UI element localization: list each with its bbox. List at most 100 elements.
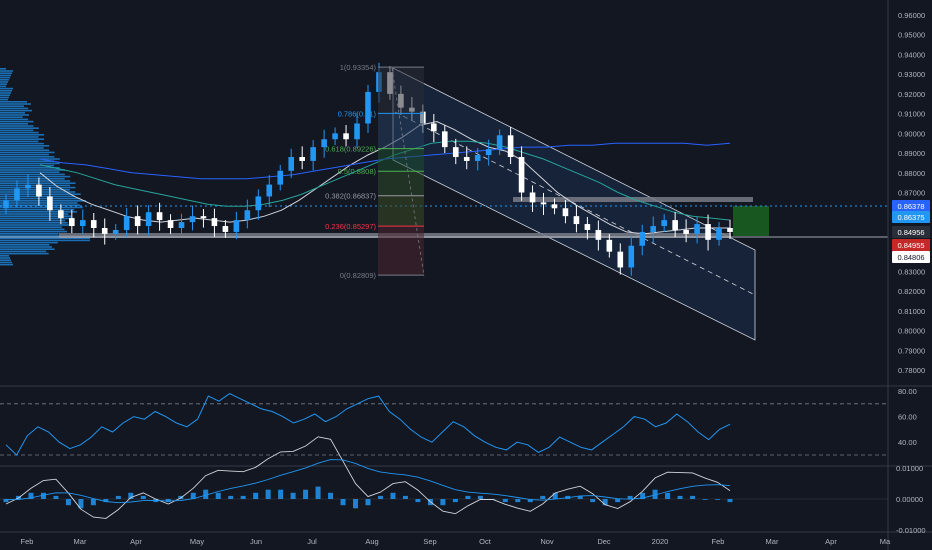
candle-body[interactable] — [332, 133, 338, 140]
histogram-bar[interactable] — [253, 492, 259, 499]
candle-body[interactable] — [156, 212, 163, 221]
candle-body[interactable] — [47, 196, 53, 211]
candle-body[interactable] — [485, 149, 492, 156]
histogram-bar[interactable] — [28, 492, 34, 499]
histogram-bar[interactable] — [590, 499, 596, 503]
histogram-bar[interactable] — [515, 499, 521, 503]
histogram-bar[interactable] — [665, 492, 671, 499]
candle-body[interactable] — [540, 202, 547, 205]
candle-body[interactable] — [36, 184, 42, 197]
histogram-bar[interactable] — [303, 489, 309, 499]
histogram-bar[interactable] — [78, 499, 84, 509]
candle-body[interactable] — [354, 123, 360, 140]
candle-body[interactable] — [441, 131, 448, 148]
candle-body[interactable] — [595, 229, 602, 240]
histogram-bar[interactable] — [203, 489, 209, 499]
fibonacci-retracement[interactable]: 1(0.93354) 0.786(0.91) 0.618(0.89226) 0.5(0… — [325, 63, 425, 280]
candle-body[interactable] — [343, 133, 349, 140]
candle-body[interactable] — [211, 218, 218, 227]
candle-body[interactable] — [529, 192, 536, 203]
candle-body[interactable] — [233, 220, 240, 232]
histogram-bar[interactable] — [190, 492, 196, 499]
histogram-bar[interactable] — [340, 499, 346, 506]
target-zone-box[interactable] — [733, 206, 769, 236]
candle-body[interactable] — [716, 228, 722, 240]
oscillator-line[interactable] — [5, 393, 731, 456]
candle-body[interactable] — [3, 200, 9, 209]
histogram-bar[interactable] — [390, 492, 396, 499]
histogram-bar[interactable] — [602, 499, 608, 506]
candle-body[interactable] — [518, 157, 525, 193]
histogram-bar[interactable] — [677, 495, 683, 499]
histogram-bar[interactable] — [290, 492, 296, 499]
candle-body[interactable] — [661, 220, 667, 227]
histogram-bar[interactable] — [178, 495, 184, 499]
candle-body[interactable] — [551, 204, 558, 209]
histogram-bar[interactable] — [440, 499, 446, 506]
histogram-bar[interactable] — [477, 495, 483, 499]
histogram-bar[interactable] — [265, 489, 271, 499]
histogram-bar[interactable] — [353, 499, 359, 509]
candle-body[interactable] — [101, 228, 108, 234]
histogram-bar[interactable] — [715, 499, 721, 500]
histogram-bar[interactable] — [415, 499, 421, 503]
candle-body[interactable] — [266, 184, 273, 197]
histogram-bar[interactable] — [315, 486, 321, 499]
oscillator-pane-2[interactable]: 0.01000 0.00000 -0.01000 — [0, 436, 926, 535]
histogram-bar[interactable] — [328, 492, 334, 499]
histogram-bar[interactable] — [640, 492, 646, 499]
oscillator-pane-1[interactable]: 80.00 60.00 40.00 — [0, 387, 917, 456]
candle-body[interactable] — [79, 220, 86, 227]
candle-body[interactable] — [705, 224, 711, 240]
histogram-bar[interactable] — [702, 499, 708, 500]
histogram-bar[interactable] — [65, 499, 71, 506]
histogram-bar[interactable] — [727, 499, 733, 503]
candle-body[interactable] — [694, 224, 700, 234]
candle-body[interactable] — [606, 239, 613, 252]
candle-body[interactable] — [178, 222, 185, 228]
histogram-bar[interactable] — [278, 489, 284, 499]
candle-body[interactable] — [573, 216, 580, 225]
histogram-bar[interactable] — [652, 489, 658, 499]
histogram-bar[interactable] — [627, 495, 633, 499]
histogram-bar[interactable] — [103, 499, 109, 503]
candle-body[interactable] — [58, 210, 64, 219]
candle-body[interactable] — [365, 91, 371, 124]
histogram-bar[interactable] — [527, 499, 533, 503]
candle-body[interactable] — [123, 216, 130, 230]
candle-body[interactable] — [474, 155, 481, 161]
candle-body[interactable] — [628, 245, 635, 268]
candle-body[interactable] — [134, 216, 141, 227]
candle-body[interactable] — [277, 170, 284, 185]
histogram-bar[interactable] — [552, 492, 558, 499]
candle-body[interactable] — [69, 218, 75, 227]
histogram-bar[interactable] — [577, 495, 583, 499]
candle-body[interactable] — [255, 196, 262, 211]
candle-body[interactable] — [639, 231, 646, 246]
candle-body[interactable] — [145, 212, 152, 227]
candle-body[interactable] — [222, 226, 229, 232]
candle-body[interactable] — [683, 229, 689, 234]
candle-body[interactable] — [244, 210, 251, 221]
histogram-bar[interactable] — [465, 495, 471, 499]
candle-body[interactable] — [463, 157, 470, 161]
candle-body[interactable] — [189, 216, 196, 223]
candle-body[interactable] — [288, 157, 295, 171]
candle-body[interactable] — [167, 220, 174, 228]
histogram-bar[interactable] — [215, 492, 221, 499]
histogram-bar[interactable] — [228, 495, 234, 499]
time-axis[interactable]: Feb Mar Apr May Jun Jul Aug Sep Oct Nov Dec 2020 Feb… — [21, 537, 892, 546]
candle-body[interactable] — [299, 157, 305, 161]
histogram-bar[interactable] — [115, 495, 121, 499]
candle-body[interactable] — [321, 139, 327, 148]
candle-body[interactable] — [200, 216, 207, 219]
histogram-bar[interactable] — [53, 495, 59, 499]
histogram-bar[interactable] — [615, 499, 621, 503]
histogram-bar[interactable] — [690, 495, 696, 499]
candle-body[interactable] — [727, 228, 733, 232]
candle-body[interactable] — [617, 251, 624, 268]
histogram-bar[interactable] — [90, 499, 96, 506]
candle-body[interactable] — [310, 147, 316, 161]
candle-body[interactable] — [25, 184, 31, 189]
